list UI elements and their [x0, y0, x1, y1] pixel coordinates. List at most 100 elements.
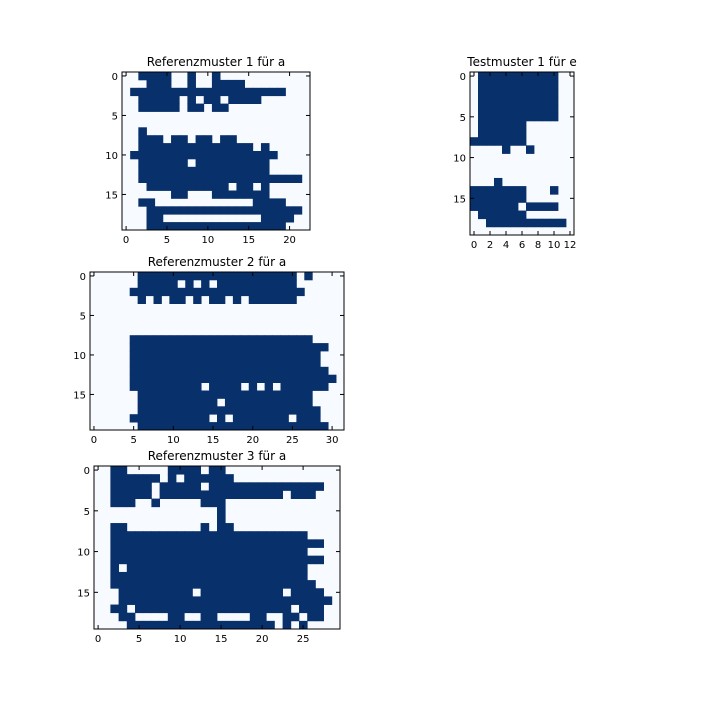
- heatmap-cell: [143, 620, 152, 630]
- heatmap-cell: [290, 612, 300, 622]
- heatmap-cell: [220, 158, 229, 168]
- heatmap-cell: [193, 358, 202, 368]
- heatmap-cell: [518, 120, 527, 130]
- heatmap-cell: [193, 390, 202, 399]
- heatmap-cell: [193, 287, 202, 297]
- heatmap-cell: [154, 87, 164, 97]
- heatmap-cell: [510, 129, 519, 138]
- heatmap-cell: [320, 422, 329, 431]
- heatmap-cell: [249, 604, 259, 614]
- heatmap-cell: [209, 287, 218, 297]
- heatmap-cell: [167, 571, 177, 581]
- heatmap-cell: [288, 351, 297, 360]
- heatmap-cell: [256, 358, 266, 368]
- heatmap-cell: [153, 335, 162, 344]
- heatmap-cell: [153, 272, 162, 281]
- heatmap-cell: [526, 104, 535, 114]
- heatmap-cell: [241, 539, 251, 548]
- heatmap-cell: [502, 129, 511, 138]
- heatmap-cell: [478, 137, 487, 146]
- heatmap-cell: [280, 287, 289, 297]
- heatmap-cell: [241, 620, 251, 630]
- heatmap-cell: [502, 88, 511, 97]
- y-tick-label: 15: [453, 194, 466, 205]
- heatmap-cell: [248, 390, 258, 399]
- heatmap-cell: [328, 374, 337, 383]
- heatmap-cell: [193, 422, 202, 431]
- heatmap-cell: [241, 547, 251, 557]
- heatmap-cell: [240, 366, 250, 376]
- heatmap-cell: [266, 563, 275, 573]
- heatmap-cell: [274, 571, 283, 581]
- heatmap-cell: [264, 335, 273, 344]
- heatmap-cell: [264, 358, 273, 368]
- heatmap-cell: [320, 374, 329, 383]
- heatmap-cell: [129, 358, 139, 368]
- heatmap-cell: [151, 604, 160, 614]
- heatmap-cell: [159, 490, 169, 499]
- heatmap-cell: [211, 182, 221, 191]
- heatmap-cell: [200, 620, 210, 630]
- heatmap-cell: [290, 555, 300, 565]
- heatmap-cell: [143, 571, 152, 581]
- heatmap-cell: [143, 604, 152, 614]
- heatmap-cell: [169, 390, 178, 399]
- heatmap-cell: [280, 366, 289, 376]
- heatmap-cell: [192, 604, 201, 614]
- heatmap-cell: [118, 596, 128, 605]
- heatmap-cell: [232, 295, 242, 304]
- heatmap-cell: [195, 174, 205, 183]
- heatmap-cell: [162, 182, 172, 191]
- y-tick-label: 5: [112, 111, 118, 122]
- heatmap-cell: [209, 272, 218, 281]
- heatmap-cell: [187, 182, 196, 191]
- heatmap-cell: [285, 214, 295, 223]
- heatmap-cell: [542, 96, 551, 105]
- heatmap-cell: [312, 374, 321, 383]
- heatmap-cell: [211, 206, 221, 215]
- heatmap-cell: [154, 72, 164, 81]
- heatmap-cell: [135, 580, 144, 589]
- heatmap-cell: [135, 588, 144, 597]
- heatmap-cell: [266, 588, 275, 597]
- heatmap-cell: [220, 222, 229, 231]
- heatmap-cell: [159, 580, 169, 589]
- heatmap-cell: [192, 596, 201, 605]
- heatmap-cell: [146, 198, 156, 207]
- heatmap-cell: [201, 343, 210, 352]
- heatmap-cell: [248, 351, 258, 360]
- heatmap-cell: [518, 80, 527, 89]
- heatmap-cell: [153, 382, 162, 391]
- heatmap-cell: [258, 604, 267, 614]
- heatmap-cell: [307, 482, 316, 491]
- heatmap-cell: [171, 143, 180, 152]
- heatmap-cell: [285, 206, 295, 215]
- heatmap-cell: [179, 166, 188, 176]
- heatmap-cell: [307, 555, 316, 565]
- heatmap-cell: [510, 96, 519, 105]
- heatmap-cell: [146, 151, 156, 160]
- heatmap-cell: [526, 96, 535, 105]
- heatmap-cell: [143, 539, 152, 548]
- heatmap-cell: [208, 555, 218, 565]
- x-tick-label: 0: [91, 435, 97, 446]
- heatmap-cell: [211, 143, 221, 152]
- heatmap-cell: [274, 482, 283, 491]
- heatmap-cell: [264, 343, 273, 352]
- heatmap-cell: [256, 406, 266, 415]
- heatmap-cell: [135, 571, 144, 581]
- y-tick-label: 0: [80, 272, 86, 283]
- x-tick-label: 5: [164, 235, 170, 246]
- heatmap-cell: [478, 129, 487, 138]
- heatmap-cell: [256, 295, 266, 304]
- heatmap-cell: [203, 151, 213, 160]
- heatmap-cell: [299, 571, 308, 581]
- heatmap-cell: [217, 588, 226, 597]
- heatmap-cell: [145, 351, 154, 360]
- heatmap-cell: [153, 398, 162, 407]
- heatmap-cell: [126, 547, 136, 557]
- heatmap-cell: [162, 103, 172, 112]
- heatmap-cell: [312, 351, 321, 360]
- heatmap-cell: [478, 104, 487, 114]
- heatmap-cell: [145, 335, 154, 344]
